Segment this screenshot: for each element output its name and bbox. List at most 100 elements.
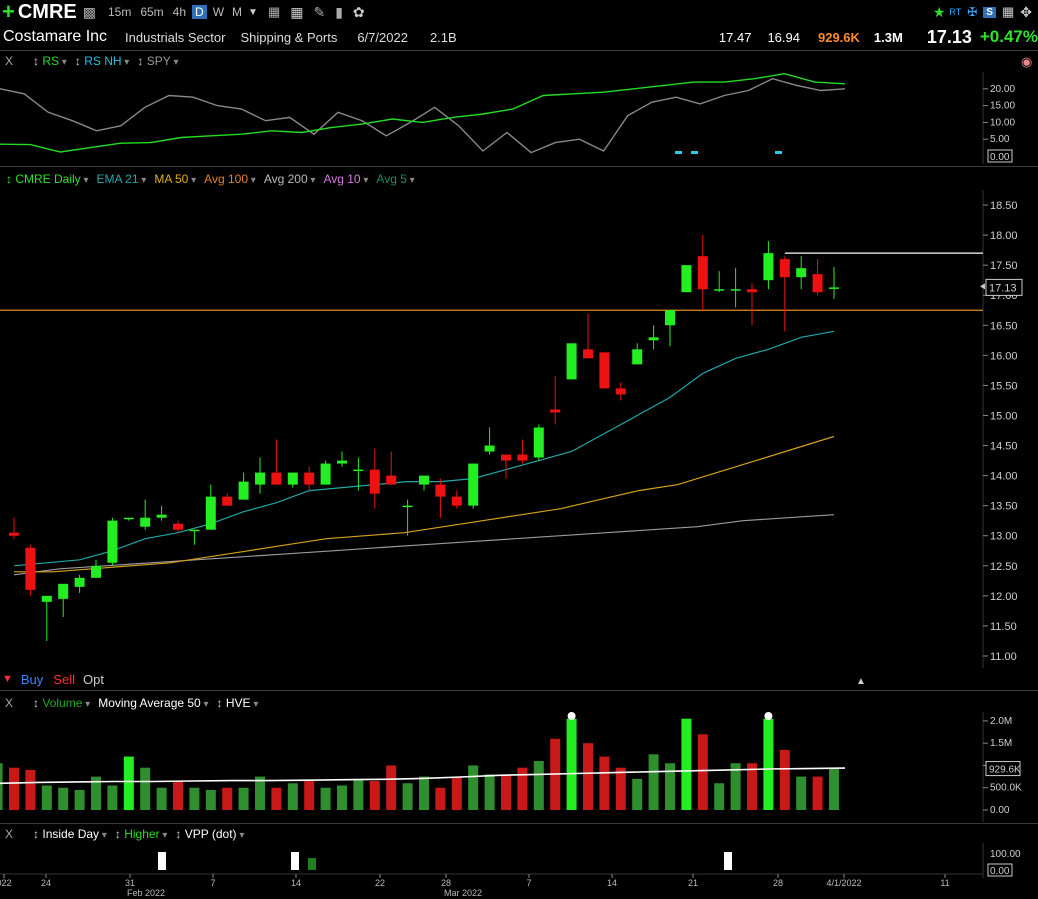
- volume-tick-label: 0.00: [990, 805, 1010, 816]
- volume-bar: [123, 756, 134, 810]
- share-network-icon[interactable]: ✿: [352, 3, 365, 20]
- timeframe-4h[interactable]: 4h: [172, 5, 187, 19]
- timeframe-m[interactable]: M: [232, 5, 243, 19]
- price-tick-label: 11.50: [990, 621, 1017, 633]
- price-legend-item[interactable]: ↕ CMRE Daily: [6, 172, 88, 186]
- candle: [468, 463, 479, 506]
- pattern-panel-close[interactable]: X: [5, 827, 14, 841]
- volume-bar: [517, 767, 528, 810]
- price-legend-item[interactable]: Avg 100: [204, 172, 256, 186]
- spy-line: [0, 77, 846, 154]
- move-icon[interactable]: ✥: [1020, 3, 1032, 20]
- price-legend-item[interactable]: Avg 200: [264, 172, 316, 186]
- price-legend-item[interactable]: MA 50: [154, 172, 196, 186]
- price-legend-item[interactable]: EMA 21: [96, 172, 146, 186]
- trade-bar: ▼ Buy Sell Opt: [0, 670, 104, 688]
- price-tick-label: 16.00: [990, 350, 1018, 362]
- timeframe-65m[interactable]: 65m: [140, 5, 164, 19]
- price-tick-label: 12.50: [990, 561, 1018, 573]
- avg-volume: 1.3M: [873, 29, 903, 45]
- candle: [583, 349, 593, 359]
- volume-bar: [829, 768, 839, 810]
- candle: [107, 520, 118, 563]
- timeframe-dropdown-icon[interactable]: ▼: [248, 6, 258, 18]
- ma50-line: [14, 435, 835, 573]
- volume-bar: [468, 765, 479, 810]
- volume-bar: [173, 781, 183, 810]
- industry[interactable]: Shipping & Ports: [240, 29, 338, 45]
- rs-current-label: 0.00: [990, 152, 1010, 163]
- ema21-line: [13, 330, 835, 567]
- candle: [337, 460, 347, 464]
- volume-bar: [255, 776, 265, 810]
- change-percent: +0.47%: [979, 27, 1038, 46]
- hve-legend-item[interactable]: ↕ HVE: [217, 696, 259, 710]
- candle: [41, 595, 52, 602]
- sector[interactable]: Industrials Sector: [125, 29, 226, 45]
- rs-legend-item[interactable]: ↕ RS: [33, 54, 67, 68]
- volume-bar: [58, 787, 69, 810]
- volume-panel-close[interactable]: X: [5, 696, 14, 710]
- vpp-legend-item[interactable]: ↕ VPP (dot): [175, 827, 244, 841]
- volume-bar: [681, 718, 692, 810]
- price-legend-item[interactable]: Avg 5: [376, 172, 414, 186]
- order-icon[interactable]: ▼: [2, 673, 13, 685]
- volume-ma-legend-item[interactable]: Moving Average 50: [98, 696, 208, 710]
- price-tick-label: 14.00: [990, 471, 1018, 483]
- candle: [320, 463, 331, 485]
- pattern-tick-label: 0.00: [990, 866, 1010, 877]
- x-tick-label: 14: [607, 878, 617, 888]
- candle: [222, 496, 233, 506]
- hve-marker: [567, 712, 576, 720]
- palette-icon[interactable]: ◉: [1021, 54, 1033, 69]
- candle: [255, 472, 265, 485]
- volume-bar: [648, 754, 659, 810]
- volume-bar: [796, 776, 807, 810]
- volume-bar: [615, 767, 626, 810]
- sell-button[interactable]: Sell: [53, 671, 75, 687]
- volume-bar: [353, 778, 364, 810]
- resistance-marker: [980, 283, 985, 290]
- x-tick-label: 14: [291, 878, 301, 888]
- share-icon[interactable]: ▩: [82, 3, 96, 20]
- calendar-icon[interactable]: ▦: [290, 3, 304, 20]
- candle: [829, 287, 839, 289]
- collapse-up-icon[interactable]: ▲: [856, 676, 866, 687]
- volume-bar: [91, 776, 101, 810]
- rs-tick-label: 20.00: [990, 84, 1015, 95]
- candle: [747, 289, 757, 293]
- antenna-icon[interactable]: ✠: [967, 5, 978, 19]
- timeframe-w[interactable]: W: [212, 5, 225, 19]
- volume-bar: [763, 718, 774, 810]
- x-tick-label: 21: [688, 878, 698, 888]
- add-icon[interactable]: +: [2, 0, 15, 24]
- rs-nh-legend-item[interactable]: ↕ RS NH: [75, 54, 130, 68]
- price-chart: 18.5018.0017.5017.0016.5016.0015.5015.00…: [0, 190, 1023, 668]
- price-legend-item[interactable]: Avg 10: [323, 172, 368, 186]
- price-legend: ↕ CMRE Daily EMA 21 MA 50 Avg 100 Avg 200 Avg…: [0, 171, 415, 187]
- volume-legend-item[interactable]: ↕ Volume: [33, 696, 90, 710]
- symbol[interactable]: CMRE: [17, 0, 77, 23]
- timeframe-d[interactable]: D: [192, 5, 207, 19]
- star-icon[interactable]: ★: [932, 3, 946, 20]
- save-icon[interactable]: ▦: [1001, 4, 1015, 19]
- pencil-icon[interactable]: ✎: [313, 3, 326, 20]
- last-price-box: [985, 278, 1023, 296]
- buy-button[interactable]: Buy: [20, 671, 44, 687]
- chat-icon[interactable]: ▮: [335, 3, 343, 20]
- rs-tick-label: 10.00: [990, 117, 1015, 128]
- rs-panel-close[interactable]: X: [5, 54, 14, 68]
- price-tick-label: 13.50: [990, 501, 1018, 513]
- layout-icon[interactable]: ▦: [267, 4, 281, 19]
- volume-bar: [189, 787, 200, 810]
- s-badge-icon[interactable]: S: [983, 6, 996, 18]
- higher-legend-item[interactable]: ↕ Higher: [115, 827, 168, 841]
- options-button[interactable]: Opt: [82, 671, 104, 687]
- price-tick-label: 14.50: [990, 441, 1018, 453]
- inside-day-legend-item[interactable]: ↕ Inside Day: [33, 827, 107, 841]
- candle: [451, 496, 462, 506]
- spy-legend-item[interactable]: ↕ SPY: [137, 54, 178, 68]
- x-tick-label: 22: [375, 878, 385, 888]
- realtime-icon[interactable]: RT: [949, 7, 962, 17]
- timeframe-15m[interactable]: 15m: [107, 5, 132, 19]
